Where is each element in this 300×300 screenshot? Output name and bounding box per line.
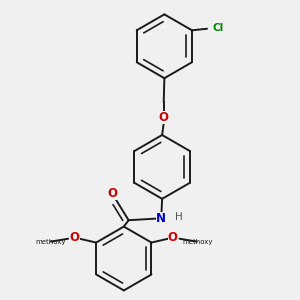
Text: O: O: [108, 187, 118, 200]
Text: N: N: [155, 212, 166, 225]
Text: O: O: [159, 111, 169, 124]
Text: O: O: [70, 231, 80, 244]
Text: Cl: Cl: [213, 23, 224, 33]
Text: methoxy: methoxy: [35, 238, 65, 244]
Text: O: O: [168, 231, 178, 244]
Text: methoxy: methoxy: [182, 238, 213, 244]
Text: H: H: [175, 212, 183, 222]
